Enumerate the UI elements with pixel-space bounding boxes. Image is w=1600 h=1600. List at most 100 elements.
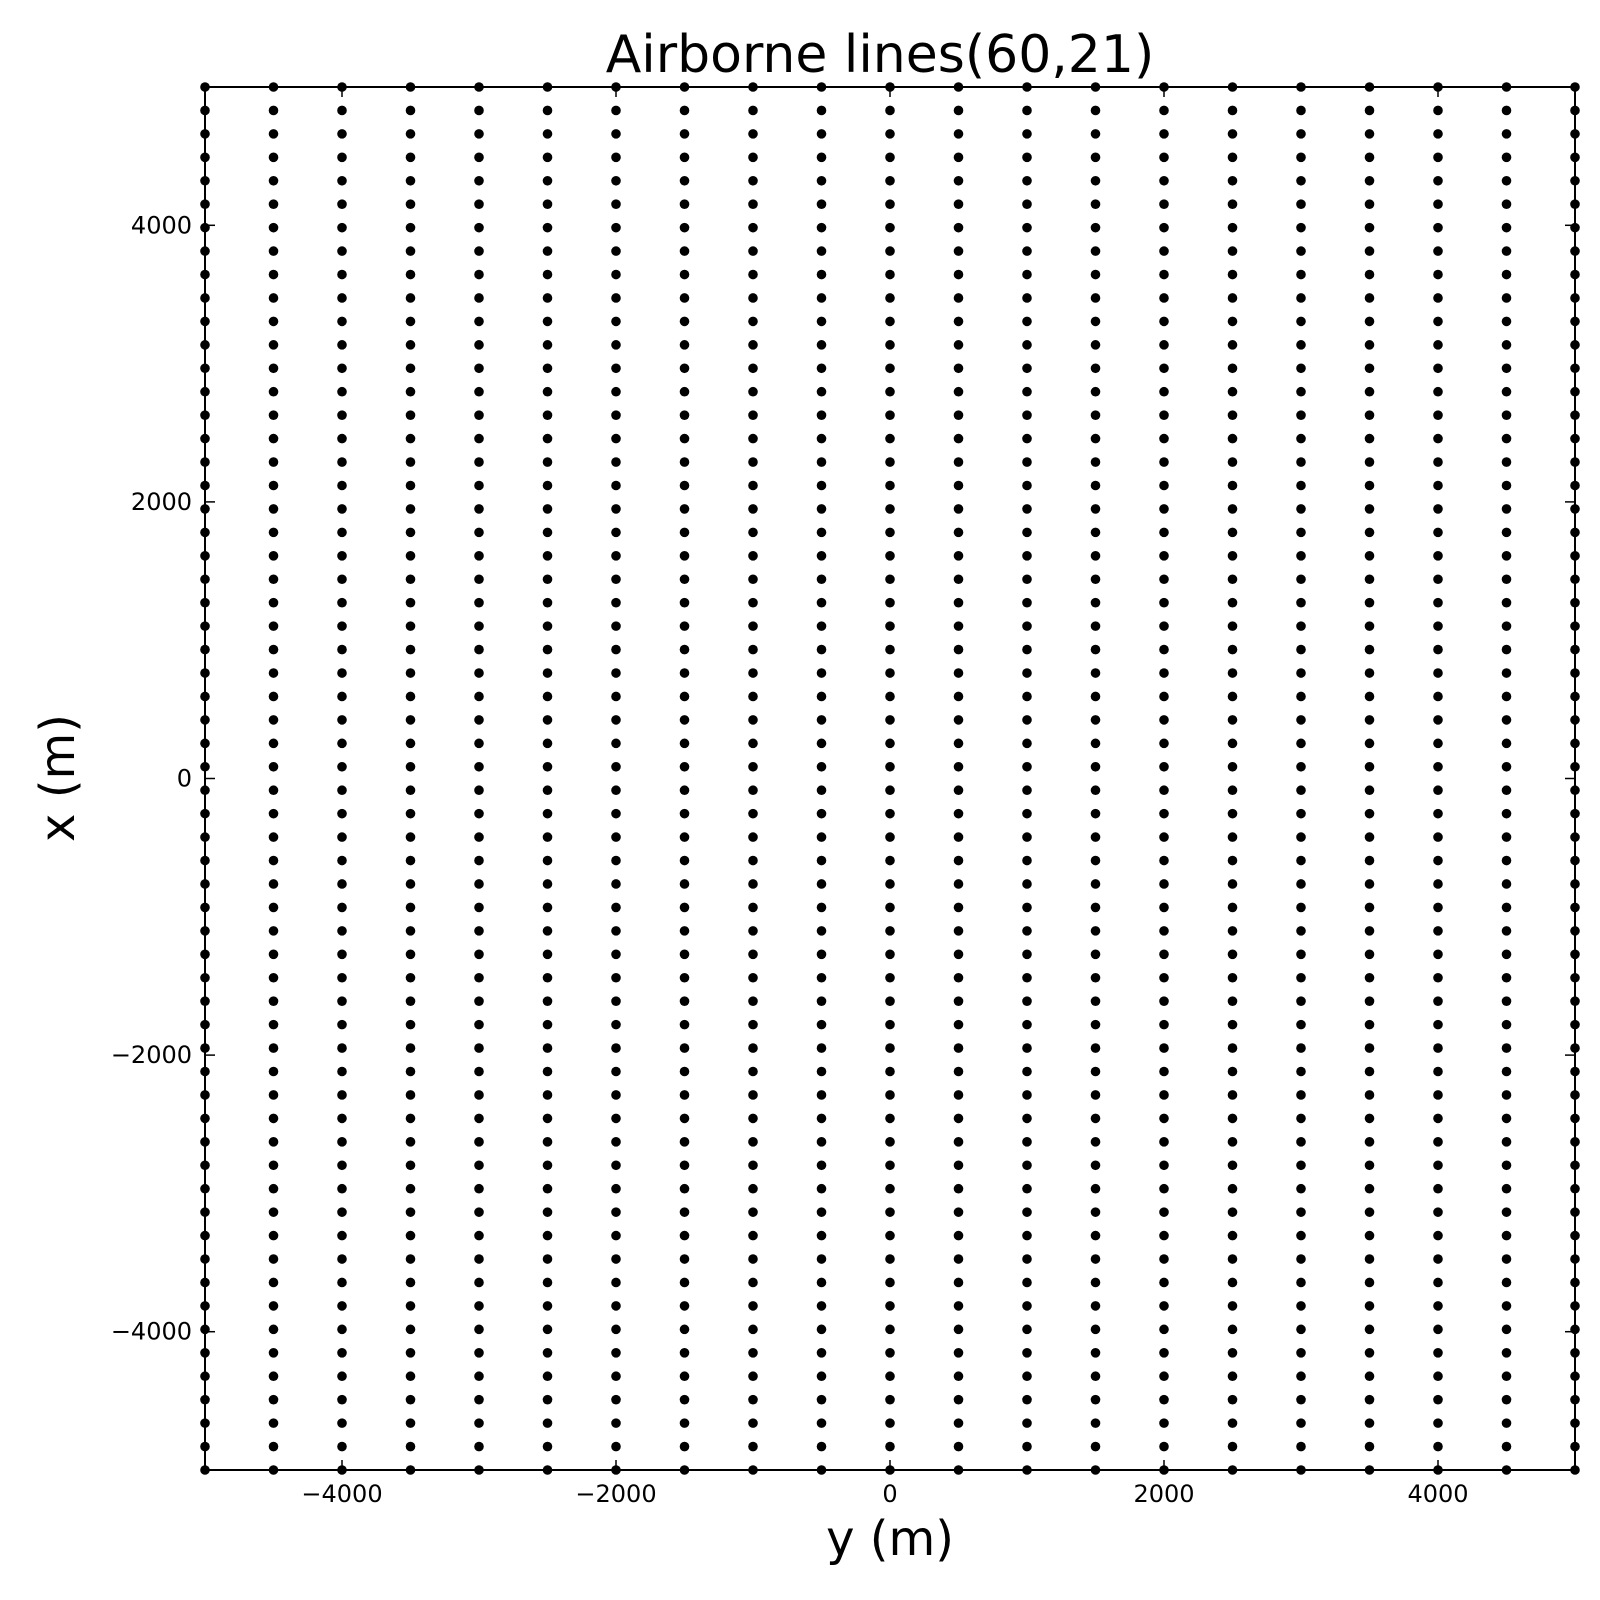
- data-point-4-18: [474, 1043, 484, 1053]
- data-point-7-50: [679, 293, 690, 303]
- data-point-10-36: [885, 621, 895, 631]
- data-point-9-4: [816, 1371, 827, 1382]
- data-point-9-57: [816, 129, 827, 139]
- data-point-14-13: [1159, 1160, 1169, 1171]
- data-point-9-58: [816, 105, 827, 116]
- data-point-18-44: [1433, 433, 1443, 444]
- data-point-6-49: [611, 316, 621, 327]
- data-point-7-54: [679, 199, 690, 210]
- data-point-3-25: [405, 879, 416, 889]
- data-point-19-39: [1501, 551, 1512, 561]
- data-point-2-44: [337, 433, 347, 444]
- data-point-7-39: [679, 551, 690, 561]
- data-point-16-7: [1296, 1301, 1306, 1311]
- data-point-18-37: [1433, 597, 1443, 608]
- data-point-13-45: [1090, 410, 1101, 420]
- data-point-3-19: [405, 1019, 416, 1030]
- data-point-7-40: [679, 527, 690, 538]
- data-point-1-25: [268, 879, 279, 889]
- data-point-7-17: [679, 1066, 690, 1077]
- data-point-12-3: [1022, 1394, 1032, 1405]
- data-point-7-21: [679, 972, 690, 983]
- data-point-1-42: [268, 480, 279, 491]
- data-point-6-26: [611, 855, 621, 866]
- data-point-16-49: [1296, 316, 1306, 327]
- data-point-10-2: [885, 1418, 895, 1428]
- data-point-2-49: [337, 316, 347, 327]
- data-point-13-40: [1090, 527, 1101, 538]
- data-point-18-12: [1433, 1183, 1443, 1194]
- data-point-13-54: [1090, 199, 1101, 210]
- data-point-8-28: [748, 808, 758, 819]
- data-point-3-24: [405, 902, 416, 913]
- data-point-17-10: [1364, 1230, 1375, 1241]
- data-point-2-35: [337, 644, 347, 655]
- data-point-9-19: [816, 1019, 827, 1030]
- data-point-5-46: [542, 386, 553, 397]
- data-point-9-24: [816, 902, 827, 913]
- data-point-7-29: [679, 785, 690, 796]
- data-point-8-30: [748, 761, 758, 772]
- data-point-2-56: [337, 152, 347, 163]
- data-point-12-37: [1022, 597, 1032, 608]
- data-point-4-40: [474, 527, 484, 538]
- data-point-14-31: [1159, 738, 1169, 749]
- data-point-17-35: [1364, 644, 1375, 655]
- data-point-15-29: [1227, 785, 1238, 796]
- data-point-17-12: [1364, 1183, 1375, 1194]
- data-point-10-1: [885, 1441, 895, 1452]
- data-point-2-17: [337, 1066, 347, 1077]
- data-point-1-37: [268, 597, 279, 608]
- data-point-7-48: [679, 340, 690, 350]
- data-point-10-6: [885, 1324, 895, 1335]
- data-point-7-45: [679, 410, 690, 420]
- data-point-16-9: [1296, 1254, 1306, 1264]
- data-point-4-22: [474, 949, 484, 960]
- data-point-16-2: [1296, 1418, 1306, 1428]
- data-point-7-15: [679, 1113, 690, 1124]
- data-point-2-33: [337, 691, 347, 702]
- data-point-10-16: [885, 1090, 895, 1100]
- data-point-15-54: [1227, 199, 1238, 210]
- data-point-14-22: [1159, 949, 1169, 960]
- data-point-1-49: [268, 316, 279, 327]
- data-point-18-39: [1433, 551, 1443, 561]
- data-point-15-34: [1227, 668, 1238, 678]
- data-point-6-9: [611, 1254, 621, 1264]
- data-point-11-13: [953, 1160, 964, 1171]
- data-point-19-47: [1501, 363, 1512, 374]
- data-point-17-25: [1364, 879, 1375, 889]
- data-point-17-56: [1364, 152, 1375, 163]
- data-point-11-5: [953, 1347, 964, 1358]
- data-point-11-16: [953, 1090, 964, 1100]
- data-point-18-56: [1433, 152, 1443, 163]
- data-point-9-55: [816, 175, 827, 186]
- data-point-12-17: [1022, 1066, 1032, 1077]
- data-point-18-29: [1433, 785, 1443, 796]
- y-tick-label-0: −4000: [111, 1318, 192, 1346]
- data-point-6-11: [611, 1207, 621, 1217]
- data-point-13-50: [1090, 293, 1101, 303]
- data-point-13-25: [1090, 879, 1101, 889]
- data-point-14-53: [1159, 222, 1169, 233]
- data-point-17-7: [1364, 1301, 1375, 1311]
- data-point-12-29: [1022, 785, 1032, 796]
- data-point-16-43: [1296, 457, 1306, 467]
- data-point-6-14: [611, 1137, 621, 1147]
- data-point-13-9: [1090, 1254, 1101, 1264]
- data-point-1-38: [268, 574, 279, 585]
- data-point-15-39: [1227, 551, 1238, 561]
- data-point-7-55: [679, 175, 690, 186]
- data-point-5-9: [542, 1254, 553, 1264]
- data-point-3-29: [405, 785, 416, 796]
- data-point-7-9: [679, 1254, 690, 1264]
- data-point-12-34: [1022, 668, 1032, 678]
- data-point-9-40: [816, 527, 827, 538]
- data-point-1-27: [268, 832, 279, 842]
- data-point-3-12: [405, 1183, 416, 1194]
- data-point-2-53: [337, 222, 347, 233]
- data-point-18-4: [1433, 1371, 1443, 1382]
- data-point-11-1: [953, 1441, 964, 1452]
- data-point-9-35: [816, 644, 827, 655]
- data-point-10-52: [885, 246, 895, 256]
